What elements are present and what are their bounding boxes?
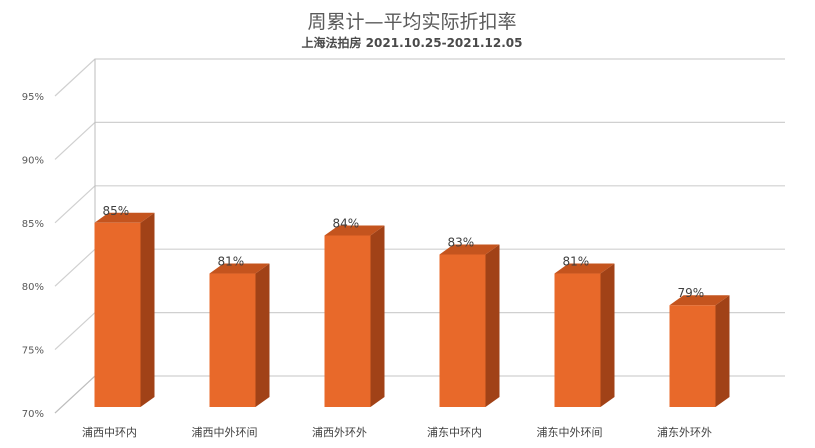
data-label: 81% (563, 255, 590, 269)
gridline (54, 185, 785, 224)
bar-top (669, 295, 730, 306)
data-label: 79% (678, 286, 705, 300)
gridline (54, 58, 785, 97)
y-tick-label: 95% (22, 92, 44, 103)
x-category-label: 浦东中外环间 (537, 426, 603, 439)
gridline (54, 248, 785, 287)
bar-front (554, 273, 601, 407)
data-label: 85% (103, 204, 130, 218)
y-tick-label: 75% (22, 346, 44, 357)
floor-edge (54, 375, 96, 414)
bar-top (209, 263, 270, 274)
bar (94, 212, 155, 407)
x-category-label: 浦东外环外 (657, 426, 712, 439)
bar-front (669, 305, 716, 407)
data-label: 81% (218, 255, 245, 269)
bars (94, 212, 730, 407)
bar (209, 263, 270, 407)
bar-front (439, 254, 486, 407)
y-axis-ticks: 70% 75% 80% 85% 90% 95% (22, 92, 44, 420)
y-tick-label: 85% (22, 219, 44, 230)
bar-side (715, 295, 730, 407)
bar (554, 263, 615, 407)
chart-subtitle: 上海法拍房 2021.10.25-2021.12.05 (302, 35, 523, 50)
bar-front (94, 222, 141, 407)
chart-title: 周累计—平均实际折扣率 (307, 11, 516, 33)
x-category-label: 浦西中外环间 (192, 426, 258, 439)
bar-side (255, 263, 270, 407)
bar-top (324, 225, 385, 236)
x-axis-categories: 浦西中环内 浦西中外环间 浦西外环外 浦东中环内 浦东中外环间 浦东外环外 (82, 425, 712, 439)
y-tick-label: 80% (22, 282, 44, 293)
bar-side (140, 212, 155, 407)
data-label: 83% (448, 236, 475, 250)
bar-top (94, 212, 155, 223)
x-category-label: 浦西中环内 (82, 425, 137, 439)
y-tick-label: 70% (22, 409, 44, 420)
data-label: 84% (333, 216, 360, 230)
x-category-label: 浦西外环外 (312, 426, 367, 439)
bar-side (600, 263, 615, 407)
bar-side (370, 225, 385, 407)
bar-top (439, 244, 500, 255)
bar (669, 295, 730, 407)
bar-front (324, 235, 371, 407)
bar (439, 244, 500, 407)
bar-front (209, 273, 256, 407)
data-labels: 85% 81% 84% 83% 81% 79% (103, 204, 705, 300)
gridline (54, 121, 785, 160)
y-tick-label: 90% (22, 155, 44, 166)
bar (324, 225, 385, 407)
bar-top (554, 263, 615, 274)
bar-side (485, 244, 500, 407)
x-category-label: 浦东中环内 (427, 425, 482, 439)
